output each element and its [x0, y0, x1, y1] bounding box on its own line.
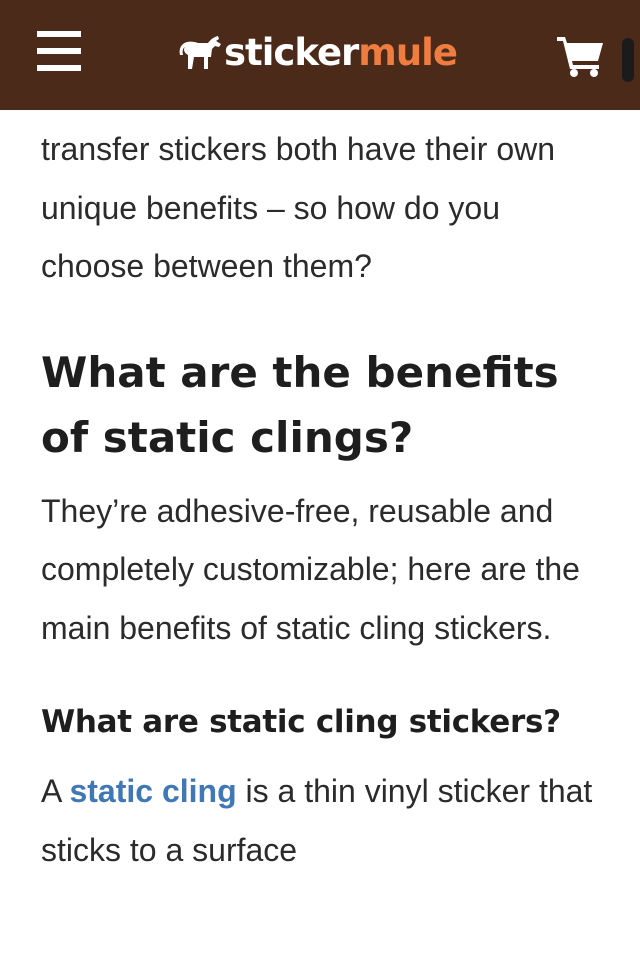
definition-suffix: is a thin vinyl sticker that sticks to a…	[41, 773, 593, 868]
static-cling-link[interactable]: static cling	[69, 773, 237, 809]
cart-icon[interactable]	[557, 35, 605, 77]
benefits-paragraph: They’re adhesive-free, reusable and comp…	[41, 492, 580, 646]
logo-text-mule: mule	[358, 31, 458, 74]
horse-icon	[179, 36, 221, 69]
top-nav-bar: stickermule	[0, 0, 640, 110]
intro-paragraph: transfer stickers both have their own un…	[41, 131, 556, 284]
article-body: transfer stickers both have their own un…	[41, 110, 601, 879]
stickermule-logo[interactable]: stickermule	[178, 28, 458, 78]
scroll-indicator[interactable]	[622, 38, 634, 82]
definition-paragraph: A static cling is a thin vinyl sticker t…	[41, 762, 601, 879]
definition-prefix: A	[41, 773, 70, 809]
logo-wordmark: stickermule	[224, 28, 458, 78]
what-are-static-cling-heading: What are static cling stickers?	[41, 704, 561, 740]
menu-icon[interactable]	[37, 31, 81, 75]
logo-text-sticker: sticker	[224, 31, 359, 74]
benefits-heading: What are the benefits of static clings?	[41, 347, 559, 462]
